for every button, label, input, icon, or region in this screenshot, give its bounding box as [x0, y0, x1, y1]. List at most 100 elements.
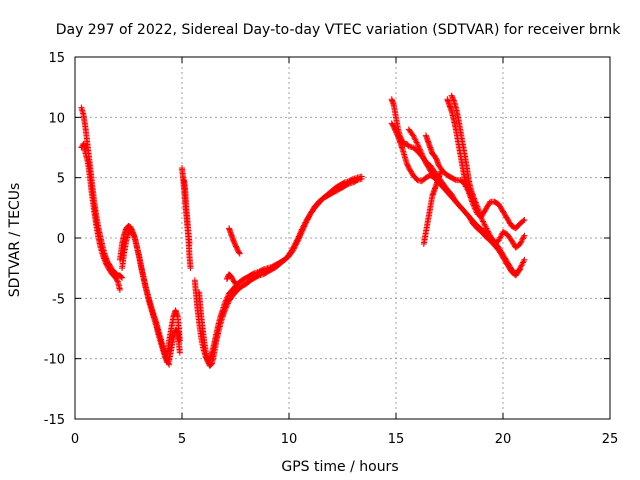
data-point: [412, 138, 419, 145]
data-points: [78, 92, 528, 369]
data-point: [518, 262, 525, 269]
data-point: [410, 132, 417, 139]
data-point: [292, 240, 299, 247]
data-point: [416, 145, 423, 152]
data-point: [521, 216, 528, 223]
data-point: [290, 244, 297, 251]
data-point: [519, 235, 526, 242]
data-point: [496, 236, 503, 243]
data-point: [231, 279, 238, 286]
data-point: [487, 233, 494, 240]
y-tick-label: -10: [44, 353, 65, 368]
data-point: [489, 236, 496, 243]
series-track-4: [119, 227, 171, 366]
data-point: [291, 241, 298, 248]
data-point: [421, 157, 428, 164]
data-point: [519, 259, 526, 266]
data-point: [473, 202, 480, 209]
x-axis-label: GPS time / hours: [281, 459, 398, 475]
data-point: [518, 238, 525, 245]
data-point: [299, 225, 306, 232]
data-point: [223, 303, 230, 310]
data-point: [521, 232, 528, 239]
data-point: [131, 233, 138, 240]
series-track-2: [78, 140, 123, 293]
data-point: [466, 188, 473, 195]
data-point: [301, 220, 308, 227]
data-point: [485, 229, 492, 236]
x-tick-label: 5: [178, 432, 186, 447]
x-tick-labels: 0 5 10 15 20 25: [71, 432, 618, 447]
data-point: [236, 249, 243, 256]
data-point: [418, 149, 425, 156]
data-point: [520, 217, 527, 224]
axis-ticks: [74, 56, 611, 420]
data-point: [472, 199, 479, 206]
data-point: [232, 280, 239, 287]
series-track-8: [181, 177, 193, 248]
data-point: [473, 200, 480, 207]
data-point: [419, 153, 426, 160]
y-tick-label: -5: [52, 292, 65, 307]
data-point: [118, 274, 125, 281]
chart-title: Day 297 of 2022, Sidereal Day-to-day VTE…: [56, 22, 621, 38]
data-point: [236, 250, 243, 257]
y-tick-labels: -15 -10 -5 0 5 10 15: [44, 51, 65, 428]
data-point: [414, 140, 421, 147]
data-point: [176, 349, 183, 356]
data-point: [290, 243, 297, 250]
data-point: [467, 190, 474, 197]
data-point: [416, 146, 423, 153]
data-point: [223, 304, 230, 311]
data-point: [450, 96, 457, 103]
x-tick-label: 25: [602, 432, 619, 447]
data-point: [488, 235, 495, 242]
data-point: [418, 150, 425, 157]
data-point: [293, 237, 300, 244]
data-point: [482, 224, 489, 231]
y-tick-label: 0: [57, 232, 65, 247]
data-point: [521, 256, 528, 263]
data-point: [486, 231, 493, 238]
data-point: [413, 139, 420, 146]
data-point: [470, 196, 477, 203]
series-track-12: [223, 271, 239, 287]
y-tick-label: 5: [57, 172, 65, 187]
data-point: [465, 186, 472, 193]
data-point: [484, 226, 491, 233]
data-point: [466, 189, 473, 196]
x-tick-label: 0: [71, 432, 79, 447]
data-point: [295, 233, 302, 240]
data-point: [296, 232, 303, 239]
data-point: [520, 233, 527, 240]
data-point: [186, 241, 193, 248]
data-point: [422, 158, 429, 165]
data-point: [302, 219, 309, 226]
data-point: [479, 217, 486, 224]
data-point: [222, 306, 229, 313]
data-point: [517, 263, 524, 270]
data-point: [300, 223, 307, 230]
series-track-15: [405, 126, 442, 186]
x-tick-label: 20: [495, 432, 512, 447]
series-track-6: [166, 326, 183, 365]
series-track-10: [196, 173, 365, 369]
data-point: [297, 230, 304, 237]
data-point: [517, 266, 524, 273]
data-point: [119, 274, 126, 281]
data-point: [469, 195, 476, 202]
grid: [75, 57, 610, 419]
data-point: [411, 135, 418, 142]
data-point: [297, 229, 304, 236]
data-point: [519, 260, 526, 267]
data-point: [519, 236, 526, 243]
data-point: [437, 168, 444, 175]
data-point: [520, 258, 527, 265]
data-point: [495, 237, 502, 244]
y-axis-label: SDTVAR / TECUs: [7, 183, 23, 298]
series-track-19: [444, 96, 477, 203]
series-track-11: [226, 225, 243, 257]
data-point: [298, 226, 305, 233]
data-point: [517, 241, 524, 248]
